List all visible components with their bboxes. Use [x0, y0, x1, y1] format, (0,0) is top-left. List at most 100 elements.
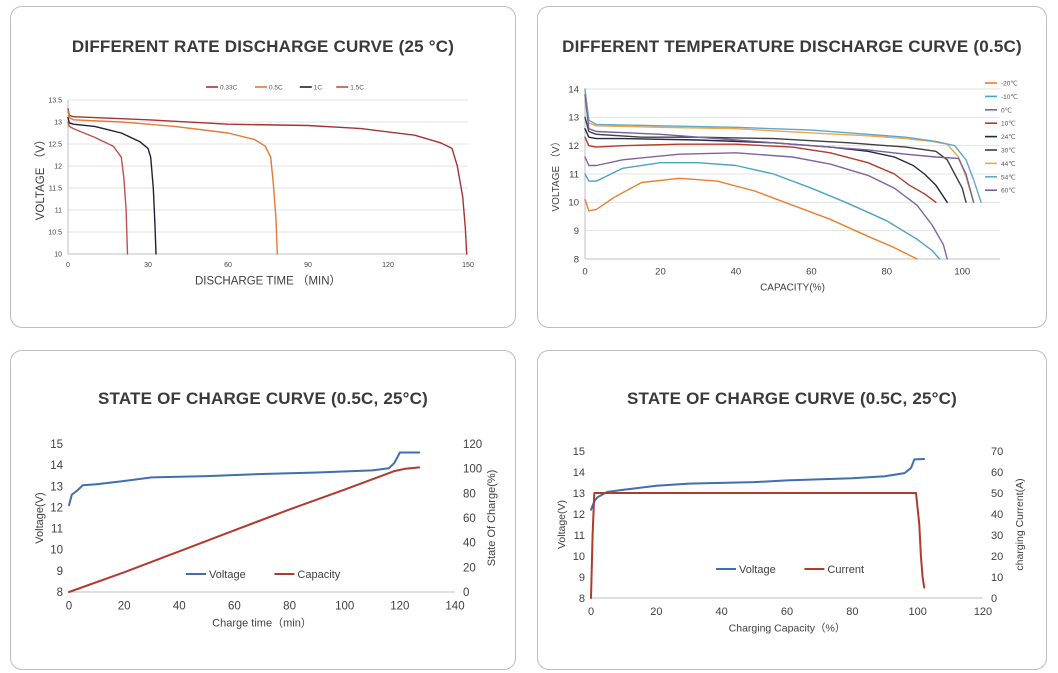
- x-tick-label: 120: [974, 606, 992, 618]
- y-tick-label: 11: [574, 530, 585, 542]
- x-tick-label: 20: [118, 601, 131, 613]
- series-line--20: [584, 177, 918, 260]
- x-tick-label: 40: [716, 606, 728, 618]
- x-tick-label: 60: [228, 601, 241, 613]
- x-tick-label: 80: [882, 267, 893, 278]
- y-tick-label: 12: [568, 141, 579, 152]
- y-tick-label: 9: [57, 566, 63, 578]
- y2-tick-label: 60: [463, 513, 476, 525]
- y-tick-label: 11.5: [49, 185, 62, 192]
- chart-title: STATE OF CHARGE CURVE (0.5C, 25°C): [97, 389, 429, 408]
- y-tick-label: 12: [50, 502, 63, 514]
- y-tick-label: 8: [579, 593, 585, 605]
- series-line-60: [584, 94, 975, 203]
- y-tick-label: 9: [574, 226, 579, 237]
- series-line-Current: [590, 492, 926, 599]
- legend-label: Voltage: [739, 564, 776, 576]
- y2-tick-label: 40: [991, 509, 1003, 521]
- legend-label: 54℃: [1001, 173, 1016, 181]
- x-tick-label: 0: [588, 606, 594, 618]
- series-line-54: [584, 88, 982, 203]
- y-tick-label: 13.5: [48, 97, 62, 104]
- x-tick-label: 60: [224, 262, 232, 269]
- x-tick-label: 80: [283, 601, 296, 613]
- y2-tick-label: 0: [991, 593, 997, 605]
- x-tick-label: 0: [66, 262, 70, 269]
- legend-label: 44℃: [1001, 160, 1016, 168]
- y-tick-label: 10.5: [48, 229, 62, 236]
- chart-title: STATE OF CHARGE CURVE (0.5C, 25°C): [626, 389, 958, 408]
- chart-title: DIFFERENT TEMPERATURE DISCHARGE CURVE (0…: [562, 37, 1022, 56]
- y-tick-label: 12.5: [48, 141, 62, 148]
- legend-label: 0.33C: [220, 85, 238, 92]
- y2-tick-label: 10: [991, 572, 1003, 584]
- x-tick-label: 90: [304, 262, 312, 269]
- legend-label: 30℃: [1001, 147, 1016, 155]
- x-tick-label: 0: [582, 267, 587, 278]
- y-tick-label: 14: [50, 460, 63, 472]
- y-tick-label: 14: [573, 467, 585, 479]
- series-line-44: [584, 99, 975, 203]
- y-axis-label: VOLTAGE （V）: [550, 136, 562, 211]
- series-line-1C: [67, 116, 157, 255]
- x-tick-label: 40: [173, 601, 186, 613]
- rate-discharge-chart-panel: DIFFERENT RATE DISCHARGE CURVE (25 °C) 1…: [10, 6, 516, 328]
- y-tick-label: 15: [50, 439, 63, 451]
- y2-tick-label: 120: [463, 439, 482, 451]
- series-line-Voltage: [68, 451, 421, 507]
- x-axis-label: Charge time（min）: [212, 617, 312, 630]
- y-tick-label: 12: [54, 163, 62, 170]
- y-tick-label: 8: [574, 254, 579, 265]
- y-tick-label: 11: [55, 207, 62, 214]
- x-tick-label: 100: [954, 267, 970, 278]
- legend-label: 60℃: [1001, 187, 1016, 195]
- series-line--10: [584, 162, 941, 260]
- legend-label: 24℃: [1001, 133, 1016, 141]
- soc-capacity-chart: 8 9 10 11 12 13 14 15 0 10 20 30 40 50 60 70 0 20 40 60 80 10…: [556, 446, 1026, 635]
- x-tick-label: 100: [908, 606, 926, 618]
- series-line-Capacity: [68, 466, 421, 593]
- x-tick-label: 20: [655, 267, 666, 278]
- series-line-0.33C: [67, 108, 468, 255]
- y-tick-label: 11: [569, 169, 579, 180]
- x-tick-label: 60: [781, 606, 793, 618]
- temperature-discharge-chart-panel: DIFFERENT TEMPERATURE DISCHARGE CURVE (0…: [537, 6, 1047, 328]
- legend-label: 0℃: [1001, 106, 1012, 114]
- x-tick-label: 20: [650, 606, 662, 618]
- x-axis-label: DISCHARGE TIME （MIN）: [195, 275, 341, 288]
- y2-tick-label: 30: [991, 530, 1003, 542]
- legend-label: 0.5C: [269, 85, 283, 92]
- legend-label: 10℃: [1001, 120, 1016, 128]
- x-tick-label: 140: [445, 601, 464, 613]
- y-tick-label: 15: [573, 446, 585, 458]
- legend-label: 1C: [314, 85, 323, 92]
- series-line-10: [584, 136, 937, 203]
- chart-title: DIFFERENT RATE DISCHARGE CURVE (25 °C): [71, 37, 455, 56]
- y-tick-label: 14: [568, 84, 579, 95]
- y-tick-label: 13: [573, 488, 585, 500]
- y-tick-label: 8: [57, 587, 63, 599]
- y2-axis-label: charging Current(A): [1014, 478, 1026, 570]
- x-tick-label: 100: [335, 601, 354, 613]
- y2-tick-label: 50: [991, 488, 1003, 500]
- y-tick-label: 9: [579, 572, 585, 584]
- series-line-30: [584, 116, 967, 203]
- y-tick-label: 13: [54, 119, 62, 126]
- y-axis-label: Voltage(V): [34, 492, 46, 543]
- y2-tick-label: 20: [991, 551, 1003, 563]
- legend-label: -10℃: [1001, 93, 1018, 101]
- series-line-0: [584, 152, 948, 260]
- y-tick-label: 10: [568, 198, 579, 209]
- legend-label: Capacity: [297, 569, 340, 581]
- x-tick-label: 60: [806, 267, 817, 278]
- y-tick-label: 12: [573, 509, 585, 521]
- x-tick-label: 120: [390, 601, 409, 613]
- legend-label: Current: [827, 564, 864, 576]
- series-line-0.5C: [67, 110, 278, 255]
- y2-tick-label: 70: [991, 446, 1003, 458]
- y-tick-label: 10: [50, 545, 63, 557]
- soc-time-chart-panel: STATE OF CHARGE CURVE (0.5C, 25°C) 8 9 10 1…: [10, 350, 516, 670]
- series-line-1.5C: [67, 121, 129, 255]
- soc-time-chart: 8 9 10 11 12 13 14 15 0 20 40 60 80 100 120 0 20 40 60 80 10…: [34, 439, 498, 630]
- x-tick-label: 80: [846, 606, 858, 618]
